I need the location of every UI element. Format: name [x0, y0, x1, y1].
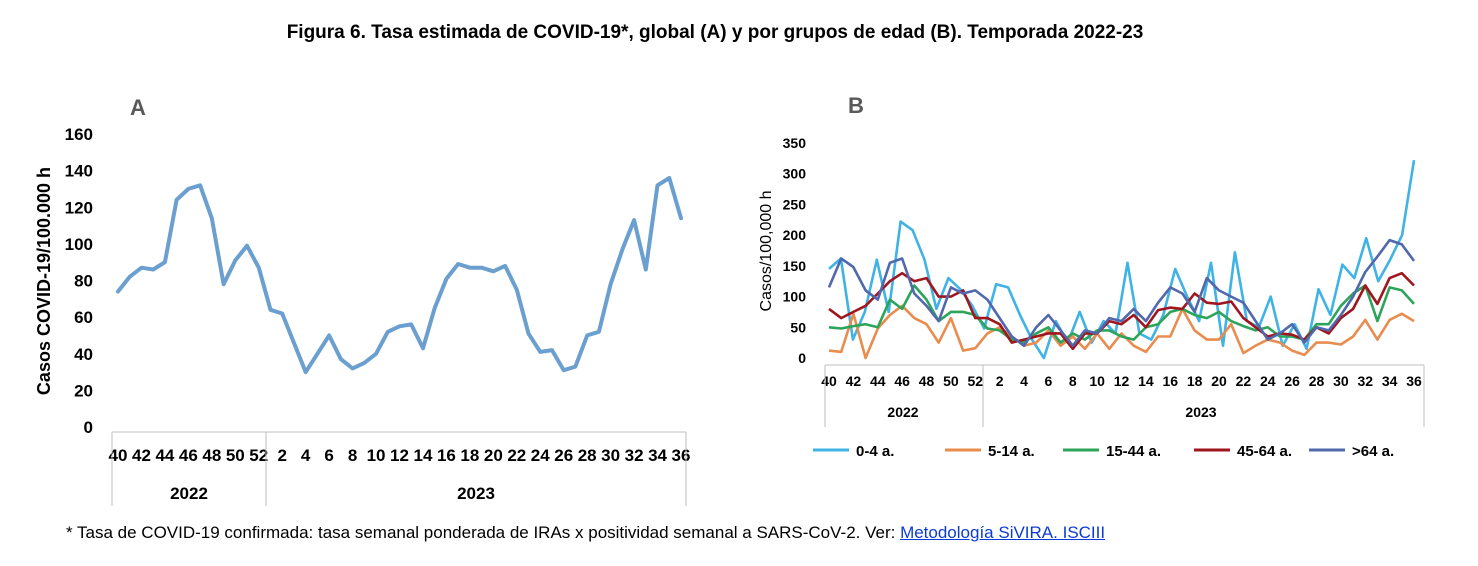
y-axis-label-b: Casos/100,000 h — [758, 191, 775, 312]
series-lines-b — [827, 159, 1416, 360]
x-ticks-b: 40 42 44 46 48 50 52 2 4 6 8 10 12 14 16 18 20 22 24 26 28 30… — [821, 373, 1422, 389]
x-tick-label-b: 8 — [1069, 373, 1077, 389]
x-tick-label-a: 40 — [109, 446, 128, 465]
x-tick-label-a: 6 — [324, 446, 333, 465]
x-tick-label-b: 28 — [1309, 373, 1325, 389]
x-tick-label-a: 4 — [301, 446, 311, 465]
y-tick-label-a: 0 — [84, 418, 93, 437]
x-tick-label-b: 44 — [870, 373, 886, 389]
y-ticks-b: 0 50 100 150 200 250 300 350 — [783, 135, 807, 366]
y-tick-label-b: 350 — [783, 135, 807, 151]
x-tick-label-b: 6 — [1044, 373, 1052, 389]
x-tick-label-b: 2 — [996, 373, 1004, 389]
chart-b: B Casos/100,000 h 050100150200250300350 … — [758, 93, 1425, 460]
y-tick-label-a: 60 — [74, 308, 93, 327]
x-tick-label-a: 16 — [437, 446, 456, 465]
y-tick-label-a: 80 — [74, 272, 93, 291]
x-ticks-a: 40 42 44 46 48 50 52 2 4 6 8 10 12 14 16 18 20 22 24 26 28 30… — [109, 446, 691, 465]
y-tick-label-a: 100 — [65, 235, 93, 254]
year-label-a-2023: 2023 — [457, 484, 495, 503]
footnote-text: * Tasa de COVID-19 confirmada: tasa sema… — [66, 523, 901, 542]
chart-a: A Casos COVID-19/100.000 h 0 20 40 60 80 100 1… — [34, 95, 690, 506]
series-line-1 — [828, 159, 1416, 360]
series-line-5 — [827, 238, 1416, 348]
x-tick-label-b: 14 — [1138, 373, 1154, 389]
x-tick-label-b: 16 — [1162, 373, 1178, 389]
x-tick-label-b: 10 — [1089, 373, 1105, 389]
legend-label: >64 a. — [1352, 443, 1394, 460]
legend-label: 45-64 a. — [1237, 443, 1292, 460]
y-tick-label-b: 100 — [783, 289, 807, 305]
y-tick-label-a: 120 — [65, 198, 93, 217]
x-tick-label-b: 22 — [1236, 373, 1252, 389]
x-tick-label-b: 36 — [1406, 373, 1422, 389]
x-tick-label-a: 42 — [132, 446, 151, 465]
series-line-2 — [828, 304, 1415, 360]
y-tick-label-b: 0 — [798, 350, 806, 366]
y-tick-label-b: 200 — [783, 227, 807, 243]
y-ticks-a: 0 20 40 60 80 100 120 140 160 — [65, 125, 93, 437]
y-tick-label-a: 140 — [65, 162, 93, 181]
x-tick-label-a: 8 — [348, 446, 357, 465]
panel-label-a: A — [130, 95, 146, 120]
year-label-a-2022: 2022 — [170, 484, 208, 503]
x-tick-label-b: 50 — [943, 373, 959, 389]
x-tick-label-a: 18 — [460, 446, 479, 465]
x-tick-label-a: 30 — [601, 446, 620, 465]
y-tick-label-b: 150 — [783, 258, 807, 274]
y-tick-label-a: 160 — [65, 125, 93, 144]
x-tick-label-a: 12 — [390, 446, 409, 465]
y-tick-label-b: 50 — [790, 319, 806, 335]
x-tick-label-a: 44 — [155, 446, 174, 465]
y-tick-label-b: 250 — [783, 196, 807, 212]
legend-label: 5-14 a. — [988, 443, 1035, 460]
series-line-3 — [828, 284, 1415, 344]
x-tick-label-b: 46 — [894, 373, 910, 389]
x-tick-label-a: 20 — [484, 446, 503, 465]
x-tick-label-a: 24 — [531, 446, 550, 465]
x-tick-label-b: 34 — [1382, 373, 1398, 389]
x-tick-label-a: 2 — [277, 446, 286, 465]
series-line-global — [116, 176, 683, 375]
footnote: * Tasa de COVID-19 confirmada: tasa sema… — [66, 523, 1105, 543]
x-tick-label-b: 4 — [1020, 373, 1028, 389]
x-tick-label-a: 10 — [367, 446, 386, 465]
x-tick-label-b: 26 — [1284, 373, 1300, 389]
x-tick-label-a: 36 — [672, 446, 691, 465]
x-tick-label-b: 20 — [1211, 373, 1227, 389]
x-tick-label-b: 52 — [967, 373, 983, 389]
panel-label-b: B — [848, 93, 864, 118]
x-tick-label-b: 30 — [1333, 373, 1349, 389]
x-tick-label-b: 12 — [1114, 373, 1130, 389]
legend-label: 15-44 a. — [1106, 443, 1161, 460]
y-axis-label-a: Casos COVID-19/100.000 h — [34, 167, 54, 395]
x-tick-label-b: 40 — [821, 373, 837, 389]
x-tick-label-a: 14 — [413, 446, 432, 465]
x-tick-label-b: 48 — [919, 373, 935, 389]
legend-b: 0-4 a. 5-14 a. 15-44 a. 45-64 a. >64 a. — [813, 443, 1394, 460]
x-tick-label-a: 22 — [507, 446, 526, 465]
x-tick-label-b: 32 — [1357, 373, 1373, 389]
legend-label: 0-4 a. — [856, 443, 894, 460]
year-label-b-2022: 2022 — [887, 404, 918, 420]
figure-title: Figura 6. Tasa estimada de COVID-19*, gl… — [286, 22, 1144, 43]
methodology-link[interactable]: Metodología SiVIRA. ISCIII — [900, 523, 1106, 542]
x-tick-label-a: 28 — [578, 446, 597, 465]
year-label-b-2023: 2023 — [1185, 404, 1216, 420]
x-tick-label-a: 26 — [554, 446, 573, 465]
x-tick-label-a: 48 — [202, 446, 221, 465]
x-tick-label-a: 32 — [625, 446, 644, 465]
x-tick-label-b: 18 — [1187, 373, 1203, 389]
x-tick-label-a: 46 — [179, 446, 198, 465]
y-tick-label-b: 300 — [783, 166, 807, 182]
y-tick-label-a: 40 — [74, 345, 93, 364]
x-tick-label-a: 50 — [226, 446, 245, 465]
x-tick-label-b: 42 — [846, 373, 862, 389]
x-tick-label-b: 24 — [1260, 373, 1276, 389]
x-tick-label-a: 52 — [249, 446, 268, 465]
y-tick-label-a: 20 — [74, 381, 93, 400]
x-tick-label-a: 34 — [648, 446, 667, 465]
